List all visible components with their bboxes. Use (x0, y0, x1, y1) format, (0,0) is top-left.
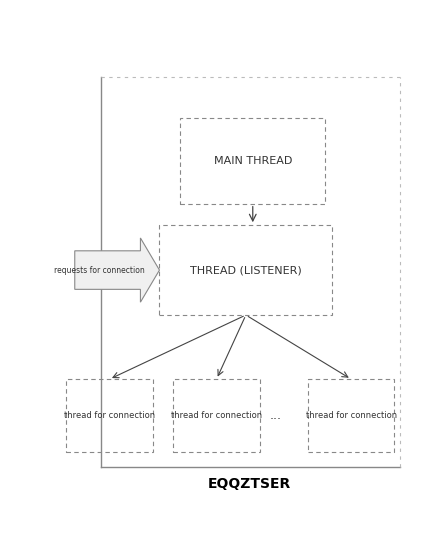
Text: EQQZTSER: EQQZTSER (208, 477, 291, 491)
Text: ...: ... (269, 409, 281, 422)
Polygon shape (75, 238, 160, 302)
Bar (160, 225, 332, 315)
Text: MAIN THREAD: MAIN THREAD (214, 156, 292, 166)
Text: THREAD (LISTENER): THREAD (LISTENER) (190, 265, 302, 275)
Bar (173, 379, 260, 452)
Bar (180, 118, 326, 203)
Bar (308, 379, 395, 452)
Text: thread for connection: thread for connection (64, 411, 155, 420)
Text: requests for connection: requests for connection (54, 266, 145, 275)
Text: thread for connection: thread for connection (171, 411, 262, 420)
Text: thread for connection: thread for connection (306, 411, 397, 420)
Bar (66, 379, 153, 452)
